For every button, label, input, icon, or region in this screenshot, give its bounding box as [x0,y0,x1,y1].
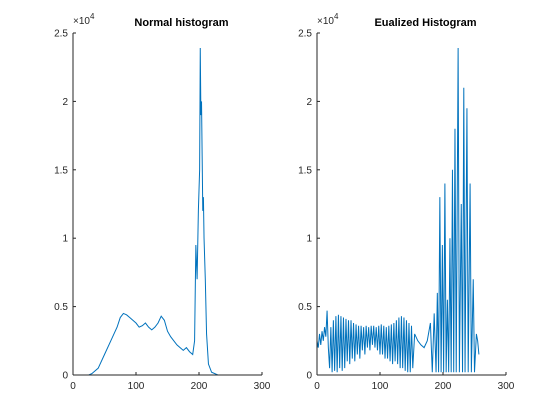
multiplier-base: ×10 [317,16,334,27]
multiplier-base: ×10 [73,16,90,27]
y-tick-label: 1.5 [54,165,68,176]
y-tick-label: 2.5 [298,29,312,40]
multiplier-exponent: 4 [90,12,95,21]
y-tick-label: 1 [62,234,68,245]
chart-title: Normal histogram [134,17,228,29]
x-tick-label: 200 [191,381,208,392]
multiplier-exponent: 4 [334,12,339,21]
x-tick-label: 200 [435,381,452,392]
y-multiplier: ×104 [73,12,95,27]
y-tick-label: 2.5 [54,29,68,40]
x-tick-label: 100 [128,381,145,392]
y-tick-label: 2 [306,97,312,108]
x-tick-label: 300 [254,381,271,392]
y-tick-label: 0 [62,371,68,382]
y-tick-label: 0.5 [298,302,312,313]
x-tick-label: 300 [498,381,515,392]
x-tick-label: 100 [372,381,389,392]
y-multiplier: ×104 [317,12,339,27]
x-tick-label: 0 [70,381,76,392]
histogram-line [316,48,480,373]
x-tick-label: 0 [314,381,320,392]
y-tick-label: 1.5 [298,165,312,176]
y-tick-label: 2 [62,97,68,108]
histogram-line [73,48,234,376]
chart-title: Eualized Histogram [374,17,476,29]
y-tick-label: 0.5 [54,302,68,313]
y-tick-label: 0 [306,371,312,382]
y-tick-label: 1 [306,234,312,245]
